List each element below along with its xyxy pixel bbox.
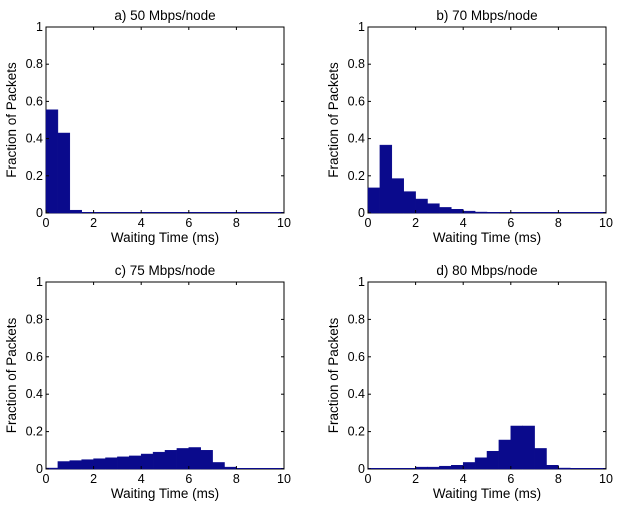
x-tick-label: 10 [599, 216, 613, 230]
x-tick-label: 6 [185, 472, 192, 486]
x-tick-label: 2 [412, 472, 419, 486]
bar [498, 439, 512, 470]
subplot-3: 0 2 4 6 8 10 0 0.2 0.4 0.6 0.8 1 c) 75 Mbps/node Wait… [4, 263, 291, 501]
plot-frame [367, 281, 607, 470]
y-tick-label: 0 [358, 206, 365, 220]
bar [140, 453, 154, 470]
y-tick-label: 0 [36, 206, 43, 220]
y-tick-label: 0.4 [348, 132, 365, 146]
y-tick-label: 0.4 [26, 132, 43, 146]
bar [474, 457, 488, 470]
y-tick-label: 0.8 [26, 312, 43, 326]
y-tick-label: 0.2 [26, 169, 43, 183]
x-tick-label: 0 [365, 472, 372, 486]
x-tick-label: 6 [507, 216, 514, 230]
y-tick-label: 1 [358, 20, 365, 34]
x-tick-label: 8 [233, 216, 240, 230]
x-axis-label: Waiting Time (ms) [111, 486, 219, 501]
y-tick-label: 1 [358, 275, 365, 289]
bar [367, 187, 381, 214]
bar [117, 456, 130, 470]
bar [93, 458, 106, 470]
y-axis-label: Fraction of Packets [326, 317, 341, 433]
x-tick-label: 8 [233, 472, 240, 486]
y-tick-label: 0.6 [26, 94, 43, 108]
y-tick-label: 1 [36, 275, 43, 289]
bar [152, 451, 166, 470]
y-axis-label: Fraction of Packets [326, 62, 341, 178]
x-tick-label: 4 [460, 216, 467, 230]
y-tick-label: 0.8 [348, 57, 365, 71]
bar [534, 448, 547, 470]
x-axis-label: Waiting Time (ms) [111, 230, 219, 245]
bar [69, 460, 82, 470]
y-tick-label: 0.6 [348, 94, 365, 108]
subplot-4: 0 2 4 6 8 10 0 0.2 0.4 0.6 0.8 1 d) 80 Mbps/node Wait… [326, 263, 613, 501]
bar [105, 457, 118, 470]
plot-frame [45, 26, 285, 214]
x-tick-label: 2 [412, 216, 419, 230]
bar [427, 203, 440, 214]
x-tick-label: 2 [90, 472, 97, 486]
x-tick-label: 6 [507, 472, 514, 486]
x-axis-label: Waiting Time (ms) [433, 230, 541, 245]
y-tick-label: 0.6 [26, 350, 43, 364]
plot-frame [367, 26, 607, 214]
y-tick-label: 0.2 [348, 169, 365, 183]
plot-frame [45, 281, 285, 470]
y-tick-label: 0.2 [348, 425, 365, 439]
bar [81, 459, 94, 470]
y-tick-label: 0.4 [26, 387, 43, 401]
x-tick-label: 10 [277, 216, 291, 230]
bar [391, 178, 404, 214]
x-tick-label: 8 [555, 472, 562, 486]
bar [403, 191, 416, 214]
x-tick-label: 0 [365, 216, 372, 230]
bar [188, 447, 201, 470]
x-tick-label: 6 [185, 216, 192, 230]
y-axis-label: Fraction of Packets [4, 62, 19, 178]
x-axis-label: Waiting Time (ms) [433, 486, 541, 501]
y-tick-label: 0.8 [26, 57, 43, 71]
y-axis-label: Fraction of Packets [4, 317, 19, 433]
bar [522, 425, 535, 470]
x-tick-label: 0 [43, 216, 50, 230]
x-tick-label: 0 [43, 472, 50, 486]
y-tick-label: 0 [358, 462, 365, 476]
subplot-2: 0 2 4 6 8 10 0 0.2 0.4 0.6 0.8 1 b) 70 Mbps/node Wait… [326, 8, 613, 245]
x-tick-label: 2 [90, 216, 97, 230]
chart-title: b) 70 Mbps/node [436, 8, 537, 23]
bar [379, 144, 393, 214]
x-tick-label: 10 [599, 472, 613, 486]
bar [415, 198, 428, 214]
bar [176, 448, 190, 470]
bar [200, 450, 213, 470]
chart-title: c) 75 Mbps/node [115, 263, 216, 278]
y-tick-label: 1 [36, 20, 43, 34]
bar [45, 109, 59, 214]
y-tick-label: 0.6 [348, 350, 365, 364]
bar [129, 455, 142, 470]
y-tick-label: 0.8 [348, 312, 365, 326]
x-tick-label: 4 [138, 216, 145, 230]
bar [57, 132, 71, 214]
y-tick-label: 0.2 [26, 425, 43, 439]
bar [164, 450, 178, 470]
x-tick-label: 8 [555, 216, 562, 230]
bar [486, 450, 500, 470]
x-tick-label: 10 [277, 472, 291, 486]
x-tick-label: 4 [138, 472, 145, 486]
y-tick-label: 0.4 [348, 387, 365, 401]
chart-title: a) 50 Mbps/node [114, 8, 215, 23]
x-tick-label: 4 [460, 472, 467, 486]
bar [57, 461, 71, 470]
subplot-1: 0 2 4 6 8 10 0 0.2 0.4 0.6 0.8 1 a) 50 Mbps/node Wait… [4, 8, 291, 245]
y-tick-label: 0 [36, 462, 43, 476]
chart-title: d) 80 Mbps/node [436, 263, 537, 278]
bar [510, 425, 523, 470]
